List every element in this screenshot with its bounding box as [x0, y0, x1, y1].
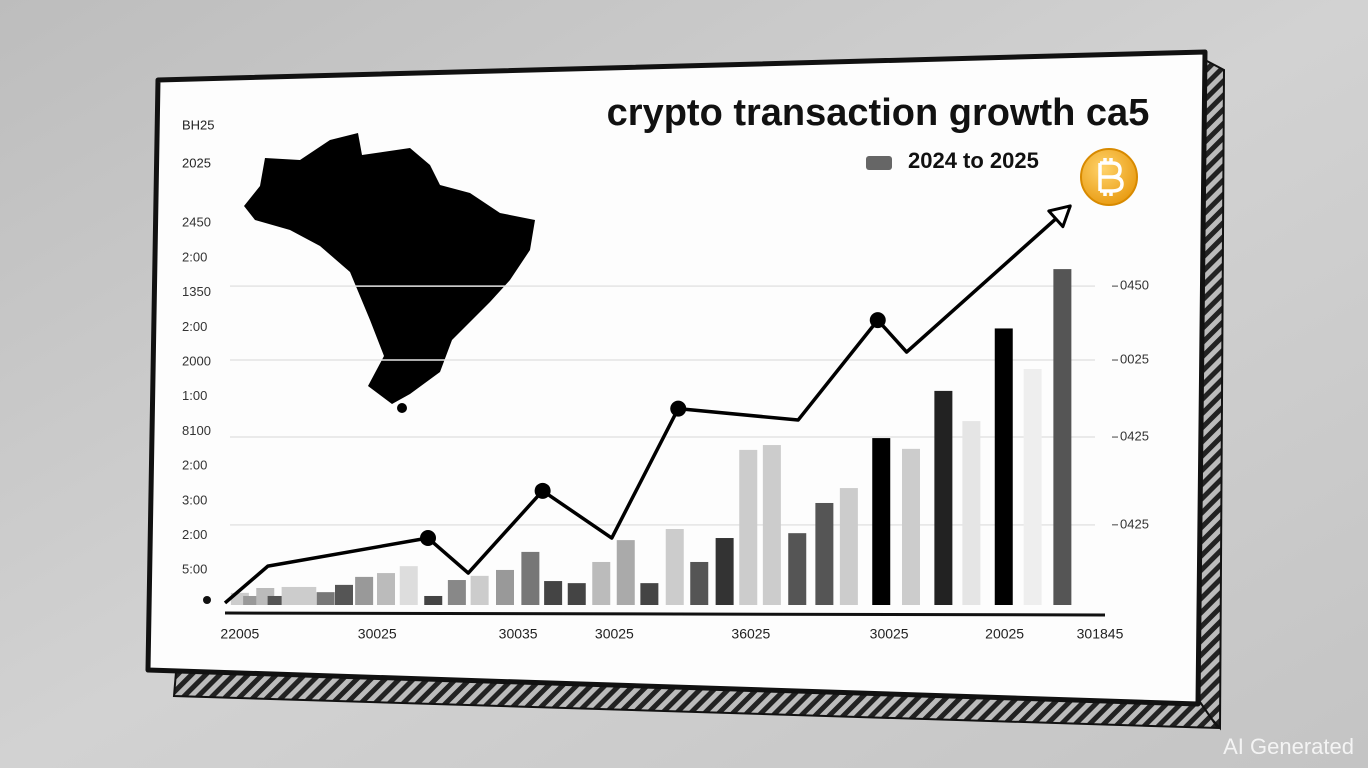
watermark: AI Generated	[1223, 734, 1354, 759]
x-tick-label: 20025	[985, 626, 1024, 642]
bar	[762, 445, 781, 605]
line-marker	[869, 312, 886, 329]
y-tick-label: 3:00	[182, 492, 207, 507]
y-tick-label: 2:00	[182, 319, 207, 334]
y-tick-label: 5:00	[182, 562, 207, 577]
bar	[872, 438, 891, 605]
line-marker	[534, 482, 551, 499]
bar	[567, 583, 586, 605]
bar	[424, 595, 443, 605]
bar	[1053, 269, 1072, 605]
subtitle: 2025	[182, 155, 211, 170]
bar	[470, 575, 489, 605]
bar	[640, 583, 659, 605]
bar	[316, 592, 335, 605]
bar	[934, 390, 953, 605]
x-tick-label: 36025	[731, 626, 770, 642]
x-tick-label: 30035	[499, 626, 538, 642]
bar	[281, 586, 300, 605]
y2-tick-label: 0025	[1120, 351, 1149, 366]
x-tick-label: 30025	[358, 626, 397, 642]
board	[145, 49, 1208, 707]
trend-line	[223, 204, 1072, 605]
bar	[902, 448, 920, 605]
bar	[665, 529, 684, 605]
bar	[616, 540, 635, 605]
bar	[815, 502, 834, 605]
y-tick-label: 2:00	[182, 249, 207, 264]
bar	[447, 580, 466, 605]
bar	[521, 551, 540, 605]
bar	[355, 576, 374, 605]
legend-swatch	[866, 156, 892, 170]
y-tick-label: 1:00	[182, 388, 207, 403]
line-marker	[420, 530, 436, 547]
x-tick-label: 22005	[220, 626, 259, 642]
axis-origin	[203, 596, 211, 604]
line-marker	[670, 400, 687, 417]
y-tick-label: 2450	[182, 215, 211, 230]
bar	[544, 581, 563, 605]
bar	[962, 421, 981, 605]
bar	[496, 569, 514, 605]
bar	[839, 488, 858, 605]
bar	[243, 595, 262, 605]
bar	[399, 566, 418, 605]
x-axis	[224, 611, 1106, 617]
axis-label: BH25	[182, 117, 215, 132]
legend-label: 2024 to 2025	[908, 148, 1039, 173]
x-tick-label: 30025	[870, 626, 909, 642]
bar	[1023, 369, 1042, 605]
y-tick-label: 2:00	[182, 458, 207, 473]
bar	[715, 538, 734, 605]
bar	[994, 328, 1013, 605]
bar	[377, 573, 395, 605]
y-tick-label: 8100	[182, 423, 211, 438]
y-tick-label: 2000	[182, 354, 211, 369]
bar	[690, 561, 709, 605]
x-tick-label: 301845	[1077, 626, 1124, 642]
chart-title: crypto transaction growth ca5	[607, 92, 1150, 134]
bar	[335, 584, 353, 605]
bar	[298, 586, 317, 605]
y-tick-label: 1350	[182, 284, 211, 299]
bar	[592, 561, 611, 605]
y-tick-label: 2:00	[182, 527, 207, 542]
x-tick-label: 30025	[595, 626, 634, 642]
y2-tick-label: 0425	[1120, 428, 1149, 443]
bar	[739, 449, 758, 605]
bitcoin-icon	[1098, 158, 1124, 196]
y2-tick-label: 0450	[1120, 278, 1149, 293]
bar	[788, 533, 807, 605]
map-icon	[244, 133, 535, 404]
bar	[267, 595, 286, 605]
arrow-head	[1047, 204, 1072, 229]
map-icon	[397, 403, 407, 413]
y2-tick-label: 0425	[1120, 516, 1149, 531]
